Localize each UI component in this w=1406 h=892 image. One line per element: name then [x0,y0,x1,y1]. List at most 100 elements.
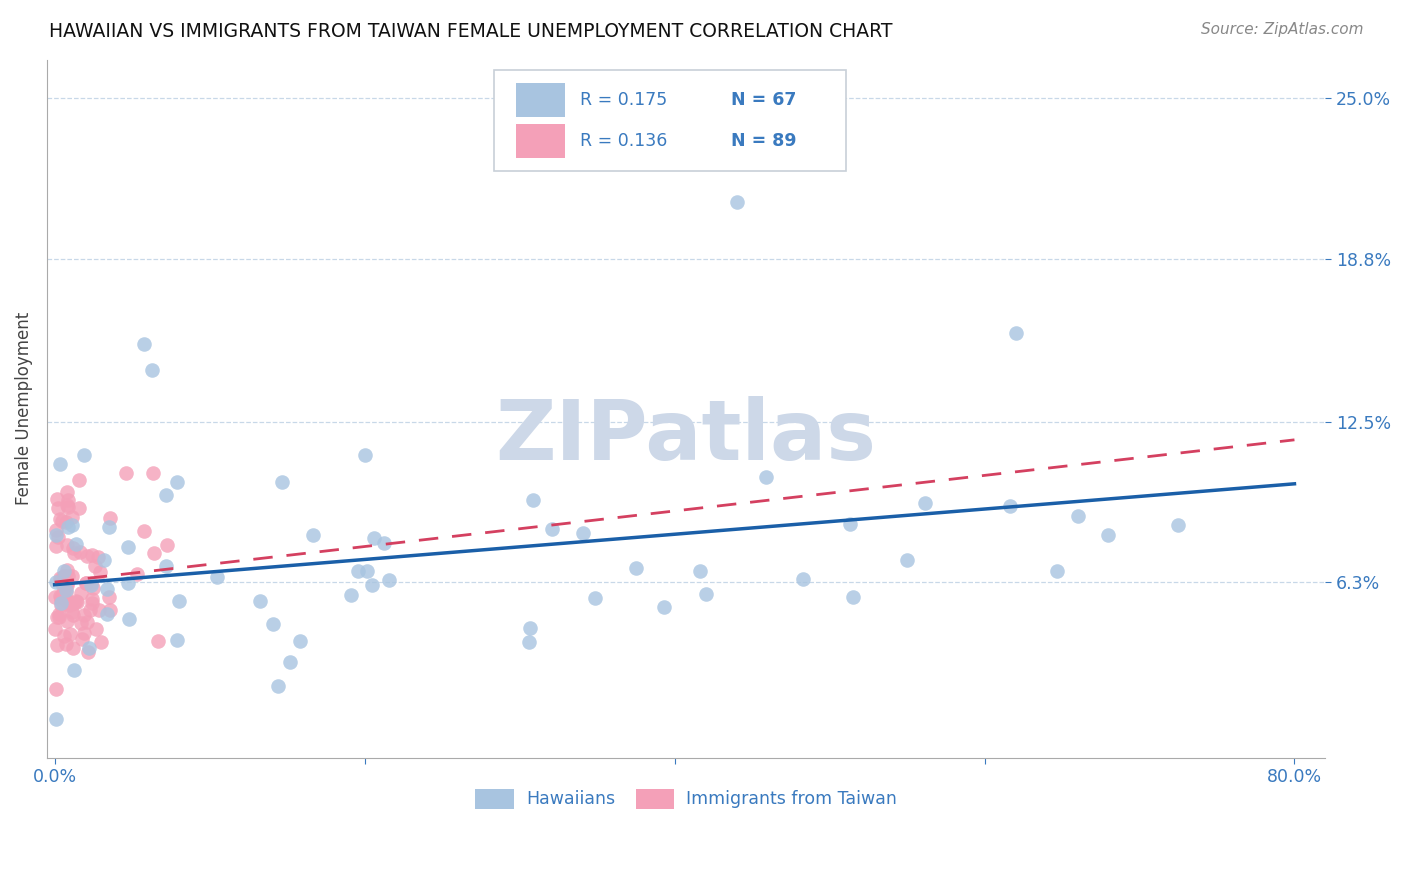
Point [1045,564,1067,578]
Point [66,595,89,609]
Point [541,522,564,536]
Text: N = 67: N = 67 [731,91,797,109]
Point [378,573,401,587]
Point [80,591,103,606]
Point [77,645,100,659]
Point [53,564,76,578]
Point [755,470,778,484]
Point [517,635,540,649]
Point [914,495,936,509]
Point [96,607,118,621]
Point [1097,527,1119,541]
Point [44,622,66,636]
Point [56,594,79,608]
Point [56,519,79,533]
Point [167,594,190,608]
Point [148,633,170,648]
Legend: Hawaiians, Immigrants from Taiwan: Hawaiians, Immigrants from Taiwan [468,781,904,815]
Point [356,564,378,578]
Point [87,603,110,617]
Text: Source: ZipAtlas.com: Source: ZipAtlas.com [1201,22,1364,37]
Point [53,581,76,595]
Point [90,635,112,649]
Point [60,605,83,619]
Point [624,561,647,575]
Point [134,524,156,538]
Point [267,679,290,693]
Point [58,493,80,508]
Point [98,519,121,533]
Point [80,577,103,591]
Point [52,587,75,601]
Point [45,682,67,697]
Point [117,576,139,591]
Point [262,617,284,632]
Point [288,634,311,648]
Point [48,530,70,544]
Point [56,563,79,577]
Point [270,475,292,490]
Point [82,581,104,595]
Point [98,603,121,617]
Point [689,565,711,579]
Point [67,473,90,487]
Point [45,712,67,726]
Point [571,526,593,541]
Point [63,546,86,560]
Point [55,516,77,530]
Text: HAWAIIAN VS IMMIGRANTS FROM TAIWAN FEMALE UNEMPLOYMENT CORRELATION CHART: HAWAIIAN VS IMMIGRANTS FROM TAIWAN FEMAL… [49,22,893,41]
Point [115,467,138,481]
Point [134,337,156,351]
Point [52,591,75,605]
Point [62,596,84,610]
Point [97,590,120,604]
Point [73,607,96,622]
Point [842,591,865,605]
Point [155,559,177,574]
Point [142,467,165,481]
Point [69,545,91,559]
Point [83,559,105,574]
Point [45,492,67,507]
Point [49,598,72,612]
Point [96,582,118,596]
Point [45,523,67,537]
Point [56,577,79,591]
Point [45,528,67,542]
Text: ZIPatlas: ZIPatlas [496,396,877,477]
Bar [516,83,565,117]
Point [59,627,82,641]
Point [75,575,97,590]
Point [48,610,70,624]
Point [69,615,91,630]
Point [46,639,69,653]
Text: R = 0.136: R = 0.136 [581,132,668,151]
Point [48,607,70,621]
Point [522,493,544,508]
Point [363,532,385,546]
Point [56,500,79,514]
Point [55,585,77,599]
Point [143,546,166,560]
Point [67,500,90,515]
Point [53,569,76,583]
Point [55,583,77,598]
Point [51,593,73,607]
Point [87,549,110,564]
Text: N = 89: N = 89 [731,132,797,151]
Point [89,565,111,579]
Point [62,641,84,656]
Point [56,538,79,552]
Point [725,194,748,209]
Point [65,537,87,551]
Point [52,569,75,583]
Point [70,586,93,600]
Point [77,641,100,656]
Point [49,589,72,603]
Point [1167,518,1189,533]
Point [583,591,606,605]
Point [155,488,177,502]
Point [44,590,66,604]
Point [51,590,73,604]
Point [117,540,139,554]
